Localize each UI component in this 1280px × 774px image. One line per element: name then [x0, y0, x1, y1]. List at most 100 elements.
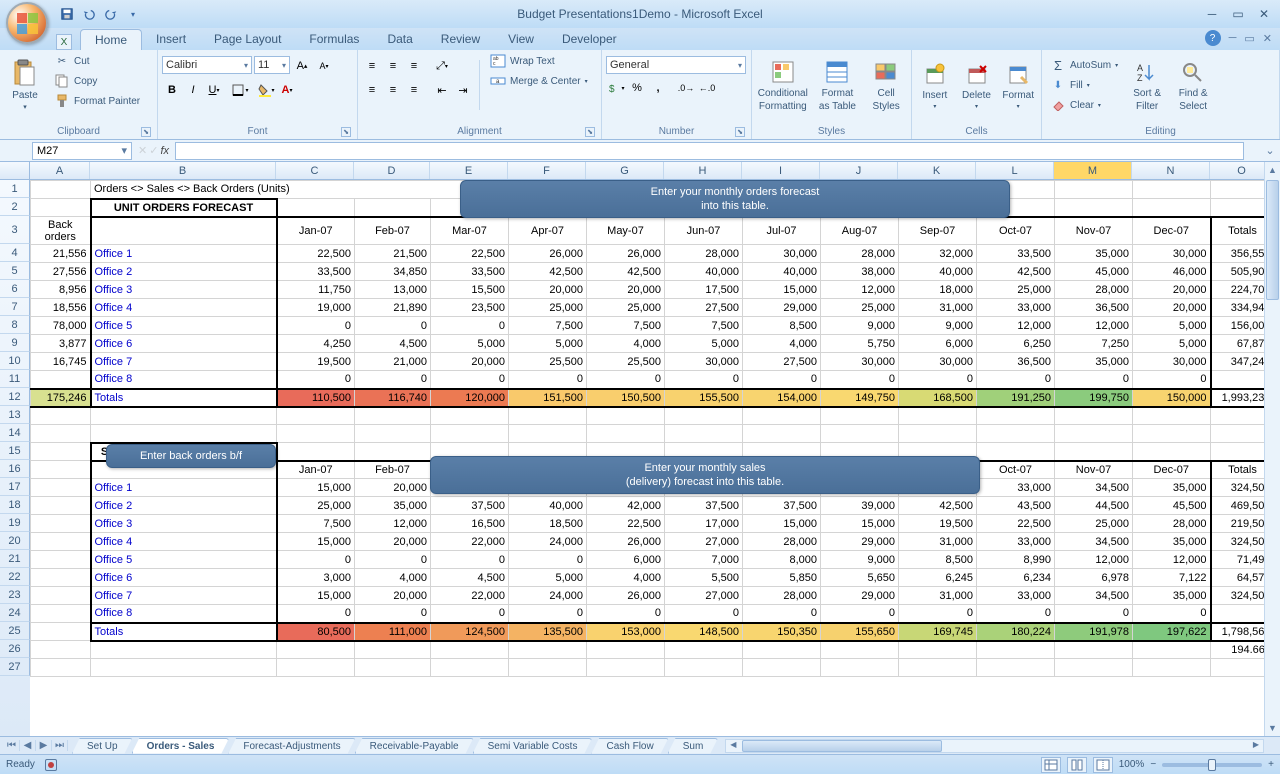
- align-middle-icon[interactable]: ≡: [383, 56, 403, 76]
- row-header[interactable]: 16: [0, 460, 30, 478]
- row-header[interactable]: 11: [0, 370, 30, 388]
- cell[interactable]: [899, 407, 977, 425]
- cell[interactable]: 42,000: [587, 497, 665, 515]
- cell[interactable]: 46,000: [1133, 263, 1211, 281]
- cell[interactable]: 43,500: [977, 497, 1055, 515]
- cell[interactable]: 33,000: [977, 533, 1055, 551]
- close-button[interactable]: ✕: [1252, 6, 1276, 22]
- cell[interactable]: 13,000: [355, 281, 431, 299]
- cell[interactable]: May-07: [587, 217, 665, 245]
- cell[interactable]: 15,000: [743, 281, 821, 299]
- cell[interactable]: [355, 659, 431, 677]
- cell[interactable]: [665, 425, 743, 443]
- align-center-icon[interactable]: ≡: [383, 80, 403, 100]
- cell[interactable]: 20,000: [355, 587, 431, 605]
- cell[interactable]: 21,500: [355, 245, 431, 263]
- cell[interactable]: Office 8: [91, 605, 277, 623]
- cell[interactable]: [31, 659, 91, 677]
- cell[interactable]: 0: [977, 371, 1055, 389]
- grow-font-icon[interactable]: A▴: [292, 56, 312, 76]
- cell[interactable]: [355, 641, 431, 659]
- alignment-launcher[interactable]: ⬊: [585, 127, 595, 137]
- row-header[interactable]: 5: [0, 262, 30, 280]
- paste-button[interactable]: Paste ▾: [4, 52, 46, 118]
- cell[interactable]: 6,000: [899, 335, 977, 353]
- underline-button[interactable]: U▾: [204, 80, 224, 100]
- cell[interactable]: 15,000: [743, 515, 821, 533]
- cell[interactable]: Totals: [91, 623, 277, 641]
- tab-insert[interactable]: Insert: [142, 29, 200, 50]
- cell[interactable]: Nov-07: [1055, 461, 1133, 479]
- select-all-corner[interactable]: [0, 162, 30, 179]
- cell[interactable]: [899, 425, 977, 443]
- cell[interactable]: [743, 407, 821, 425]
- first-sheet-icon[interactable]: ⏮: [4, 740, 20, 751]
- cell[interactable]: [587, 641, 665, 659]
- cell[interactable]: 169,745: [899, 623, 977, 641]
- cell[interactable]: 4,000: [587, 569, 665, 587]
- cell[interactable]: 12,000: [977, 317, 1055, 335]
- cell[interactable]: 199,750: [1055, 389, 1133, 407]
- cell[interactable]: 15,000: [821, 515, 899, 533]
- cell[interactable]: 31,000: [899, 299, 977, 317]
- mdi-close-icon[interactable]: ✕: [1263, 32, 1272, 45]
- cell[interactable]: [91, 659, 277, 677]
- cell[interactable]: Office 7: [91, 587, 277, 605]
- conditional-formatting-button[interactable]: ConditionalFormatting: [756, 52, 810, 118]
- cell[interactable]: 25,000: [821, 299, 899, 317]
- cell[interactable]: [431, 659, 509, 677]
- cell[interactable]: Apr-07: [509, 217, 587, 245]
- cell[interactable]: 22,500: [277, 245, 355, 263]
- cell[interactable]: 29,000: [821, 587, 899, 605]
- cell[interactable]: Office 2: [91, 263, 277, 281]
- cell[interactable]: 116,740: [355, 389, 431, 407]
- cell[interactable]: [355, 407, 431, 425]
- cell[interactable]: 6,000: [587, 551, 665, 569]
- horizontal-scrollbar[interactable]: ◀ ▶: [725, 739, 1264, 753]
- enter-formula-icon[interactable]: ✓: [149, 144, 158, 157]
- cell[interactable]: Feb-07: [355, 461, 431, 479]
- cell[interactable]: 32,000: [899, 245, 977, 263]
- cell[interactable]: [1055, 425, 1133, 443]
- cell[interactable]: 8,500: [743, 317, 821, 335]
- cell[interactable]: 191,978: [1055, 623, 1133, 641]
- cell[interactable]: 150,000: [1133, 389, 1211, 407]
- cell[interactable]: [1133, 199, 1211, 217]
- cell[interactable]: 6,234: [977, 569, 1055, 587]
- cell[interactable]: 110,500: [277, 389, 355, 407]
- cell[interactable]: 25,500: [587, 353, 665, 371]
- column-header[interactable]: H: [664, 162, 742, 179]
- scroll-down-icon[interactable]: ▼: [1265, 720, 1280, 736]
- cell[interactable]: 6,250: [977, 335, 1055, 353]
- column-header[interactable]: N: [1132, 162, 1210, 179]
- cell[interactable]: [431, 425, 509, 443]
- row-header[interactable]: 10: [0, 352, 30, 370]
- cell[interactable]: 29,000: [821, 533, 899, 551]
- cell[interactable]: 12,000: [1055, 317, 1133, 335]
- cell[interactable]: 0: [665, 371, 743, 389]
- tab-formulas[interactable]: Formulas: [295, 29, 373, 50]
- cell[interactable]: 5,500: [665, 569, 743, 587]
- increase-indent-icon[interactable]: ⇥: [453, 80, 473, 100]
- cell[interactable]: Office 8: [91, 371, 277, 389]
- cell[interactable]: 20,000: [1133, 299, 1211, 317]
- tab-developer[interactable]: Developer: [548, 29, 631, 50]
- cell[interactable]: Office 5: [91, 317, 277, 335]
- cell[interactable]: [31, 497, 91, 515]
- cell[interactable]: [821, 659, 899, 677]
- cell[interactable]: 30,000: [1133, 353, 1211, 371]
- format-cells-button[interactable]: Format▾: [999, 52, 1037, 118]
- cell[interactable]: 25,000: [587, 299, 665, 317]
- cell[interactable]: 31,000: [899, 533, 977, 551]
- cell[interactable]: 23,500: [431, 299, 509, 317]
- cell[interactable]: 135,500: [509, 623, 587, 641]
- cell[interactable]: 40,000: [899, 263, 977, 281]
- cell[interactable]: [665, 407, 743, 425]
- prev-sheet-icon[interactable]: ◀: [20, 740, 36, 751]
- cell[interactable]: 0: [1133, 371, 1211, 389]
- sheet-tab[interactable]: Set Up: [72, 738, 133, 754]
- cell[interactable]: 24,000: [509, 587, 587, 605]
- cell[interactable]: 25,000: [1055, 515, 1133, 533]
- cell[interactable]: 5,650: [821, 569, 899, 587]
- cell[interactable]: 21,556: [31, 245, 91, 263]
